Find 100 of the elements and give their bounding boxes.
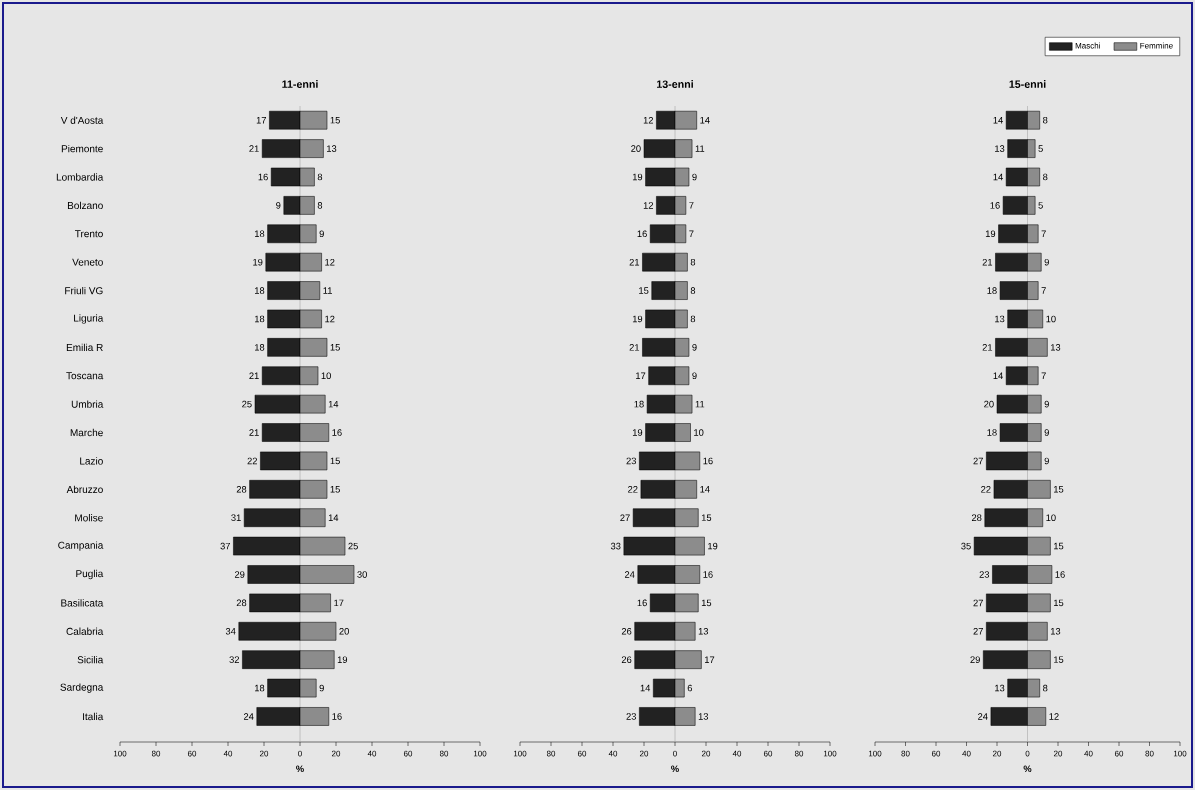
data-label: 16 [703, 457, 713, 465]
data-label: 18 [255, 287, 265, 294]
data-label: 24 [624, 571, 635, 578]
data-label: 5 [1038, 202, 1043, 209]
data-label: 15 [1054, 656, 1064, 663]
data-label: 18 [255, 230, 265, 238]
data-label: 7 [1041, 287, 1046, 294]
data-label: 10 [321, 372, 331, 380]
data-label: 19 [632, 173, 643, 181]
x-axis-title: % [296, 765, 304, 773]
data-label: 14 [993, 372, 1003, 379]
x-tick-label: 60 [187, 750, 197, 757]
x-tick-label: 20 [992, 750, 1002, 757]
data-label: 12 [643, 202, 654, 209]
data-label: 21 [249, 145, 259, 152]
data-label: 19 [632, 429, 643, 436]
data-label: 10 [1046, 514, 1056, 521]
data-label: 9 [1044, 258, 1049, 266]
data-label: 14 [993, 117, 1003, 124]
data-label: 12 [325, 258, 335, 266]
y-tick-label: Lazio [80, 457, 103, 465]
data-label: 19 [253, 258, 263, 266]
data-label: 22 [247, 457, 257, 465]
x-tick-label: 80 [794, 750, 804, 757]
x-tick-label: 40 [1084, 750, 1093, 757]
data-label: 27 [620, 514, 630, 521]
data-label: 20 [631, 145, 641, 152]
data-label: 22 [981, 486, 991, 493]
y-tick-label: Bolzano [67, 201, 103, 210]
data-label: 16 [637, 230, 647, 238]
data-label: 8 [317, 202, 323, 209]
data-label: 10 [694, 429, 704, 436]
y-tick-label: Lombardia [56, 173, 104, 181]
data-label: 17 [334, 599, 344, 607]
data-label: 19 [632, 315, 643, 323]
data-label: 7 [1041, 372, 1046, 379]
x-tick-label: 20 [259, 750, 269, 757]
x-tick-label: 80 [546, 750, 556, 757]
y-tick-label: Molise [75, 514, 103, 522]
data-label: 19 [337, 656, 348, 663]
data-label: 9 [1044, 457, 1049, 465]
data-label: 21 [249, 372, 259, 379]
x-tick-label: 0 [673, 750, 677, 757]
x-tick-label: 100 [1173, 750, 1187, 757]
data-label: 20 [339, 627, 349, 635]
data-label: 16 [258, 173, 268, 181]
data-label: 9 [692, 372, 697, 380]
data-label: 37 [220, 542, 230, 550]
data-label: 33 [610, 542, 621, 550]
x-tick-label: 80 [439, 750, 449, 757]
y-tick-label: Veneto [72, 258, 103, 266]
data-label: 28 [971, 514, 982, 521]
data-label: 18 [255, 344, 265, 351]
data-label: 7 [689, 202, 694, 209]
data-label: 28 [236, 486, 247, 493]
x-tick-label: 40 [367, 750, 377, 757]
data-label: 8 [317, 173, 323, 181]
x-tick-label: 80 [151, 750, 161, 757]
data-label: 16 [637, 599, 647, 607]
data-label: 14 [328, 400, 339, 408]
data-label: 15 [330, 116, 340, 124]
legend-label: Femmine [1140, 42, 1173, 49]
data-label: 9 [1044, 429, 1049, 436]
data-label: 31 [231, 514, 241, 521]
data-label: 14 [328, 514, 339, 521]
data-label: 34 [225, 627, 236, 635]
data-label: 17 [636, 372, 646, 379]
data-label: 26 [621, 627, 632, 635]
data-label: 9 [692, 173, 697, 181]
data-label: 12 [325, 315, 335, 323]
data-label: 16 [990, 202, 1000, 209]
data-label: 12 [643, 116, 654, 124]
data-label: 23 [626, 457, 636, 465]
x-tick-label: 100 [513, 750, 527, 757]
data-label: 24 [978, 713, 988, 720]
data-label: 13 [1050, 627, 1061, 635]
data-label: 18 [634, 400, 644, 408]
data-label: 9 [319, 684, 324, 692]
data-label: 8 [690, 315, 696, 323]
data-label: 21 [629, 344, 640, 351]
data-label: 5 [1038, 145, 1043, 152]
data-label: 13 [327, 145, 337, 152]
x-tick-label: 40 [223, 750, 233, 757]
data-label: 19 [708, 542, 718, 550]
data-label: 27 [973, 628, 983, 635]
data-label: 15 [701, 599, 712, 607]
x-tick-label: 100 [113, 750, 127, 757]
data-label: 21 [629, 258, 640, 266]
y-tick-label: Sicilia [77, 656, 104, 664]
y-tick-label: Calabria [66, 627, 104, 635]
data-label: 8 [690, 258, 696, 266]
data-label: 25 [348, 542, 358, 550]
data-label: 22 [628, 486, 638, 493]
data-label: 18 [987, 287, 997, 294]
data-label: 11 [695, 145, 705, 152]
data-label: 19 [985, 230, 996, 238]
data-label: 28 [236, 599, 247, 607]
data-label: 27 [973, 599, 983, 607]
data-label: 15 [330, 457, 340, 465]
data-label: 32 [229, 656, 240, 663]
